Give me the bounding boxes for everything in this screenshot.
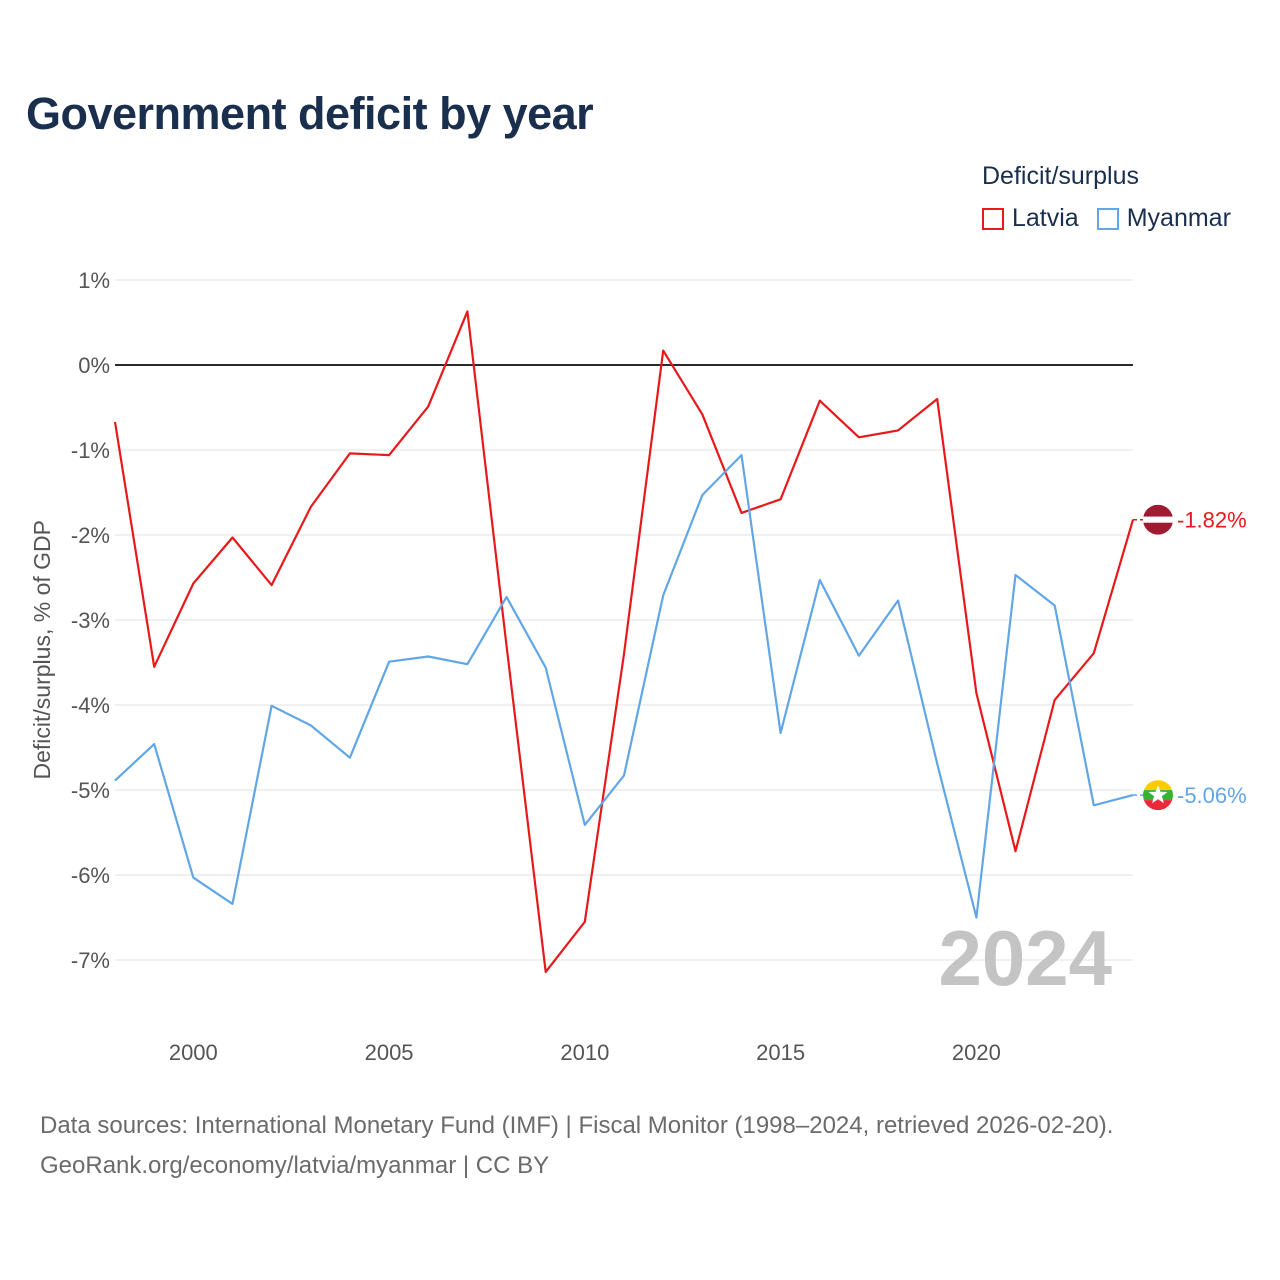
data-source-note: Data sources: International Monetary Fun… <box>40 1112 1114 1139</box>
source-link[interactable]: GeoRank.org/economy/latvia/myanmar | CC … <box>40 1152 550 1179</box>
legend-title: Deficit/surplus <box>982 162 1139 190</box>
footer: Data sources: International Monetary Fun… <box>40 1106 1113 1186</box>
myanmar-flag-icon <box>1143 780 1173 811</box>
x-tick-label: 2015 <box>756 1040 805 1065</box>
y-tick-label: 1% <box>78 268 110 293</box>
chart-title: Government deficit by year <box>26 88 594 139</box>
myanmar-end-label: -5.06% <box>1177 783 1247 808</box>
grid <box>115 279 1133 961</box>
legend-swatch-myanmar <box>1096 207 1119 230</box>
legend-label-latvia: Latvia <box>1012 204 1079 232</box>
y-tick-label: -3% <box>71 608 110 633</box>
legend-swatch-latvia <box>982 207 1004 230</box>
y-tick-label: -5% <box>71 778 110 803</box>
y-tick-label: -7% <box>71 948 110 973</box>
legend: Latvia Myanmar <box>982 204 1249 233</box>
series-group <box>113 310 1144 974</box>
x-tick-label: 2010 <box>560 1040 609 1065</box>
x-tick-label: 2000 <box>169 1040 218 1065</box>
x-axis: 2000 2005 2010 2015 2020 <box>169 1040 1001 1065</box>
x-tick-label: 2005 <box>365 1040 414 1065</box>
y-tick-label: 0% <box>78 353 110 378</box>
line-chart: 1%0%-1%-2%-3%-4%-5%-6%-7% 2000 2005 2010 20… <box>29 268 1247 1065</box>
y-tick-label: -4% <box>71 693 110 718</box>
y-tick-label: -2% <box>71 523 110 548</box>
y-tick-label: -6% <box>71 863 110 888</box>
y-axis-title: Deficit/surplus, % of GDP <box>29 520 55 779</box>
latvia-flag-icon <box>1143 504 1173 535</box>
y-tick-label: -1% <box>71 438 110 463</box>
legend-label-myanmar: Myanmar <box>1126 204 1231 232</box>
legend-item-latvia[interactable]: Latvia <box>982 204 1079 233</box>
end-markers: -1.82% -5.06% <box>1143 504 1247 811</box>
current-year-label: 2024 <box>938 914 1112 1002</box>
series-line-myanmar[interactable] <box>114 454 1134 919</box>
x-tick-label: 2020 <box>952 1040 1001 1065</box>
y-axis: 1% 0% -1% -2% -3% -4% -5% -6% -7% <box>71 268 110 973</box>
latvia-end-label: -1.82% <box>1177 508 1247 533</box>
series-line-latvia[interactable] <box>113 310 1135 974</box>
legend-item-myanmar[interactable]: Myanmar <box>1096 204 1231 233</box>
